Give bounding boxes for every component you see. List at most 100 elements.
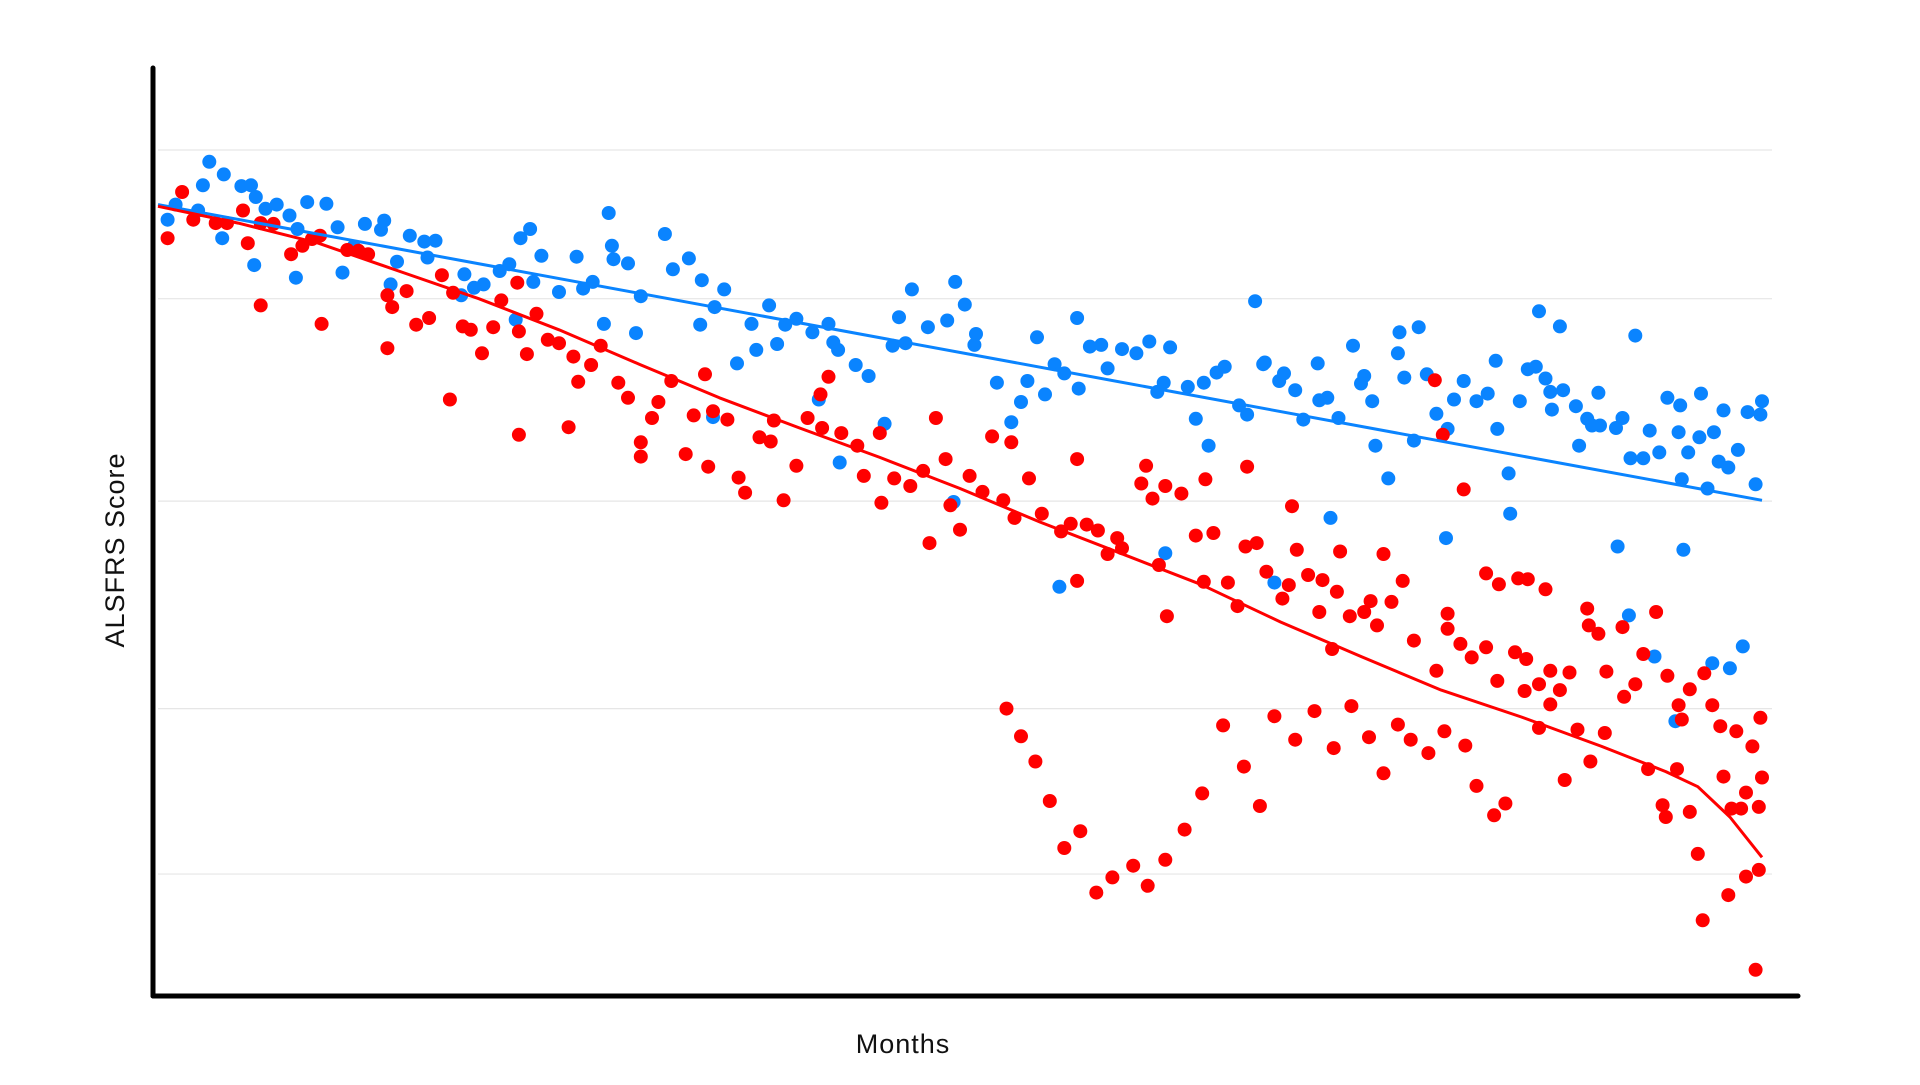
data-point [511, 324, 526, 339]
data-point [989, 375, 1004, 390]
data-point [494, 293, 509, 308]
data-point [1617, 689, 1632, 704]
data-point [1562, 665, 1577, 680]
data-point [202, 154, 217, 169]
data-point [1326, 741, 1341, 756]
data-point [160, 212, 175, 227]
data-point [1538, 582, 1553, 597]
data-point [508, 312, 523, 327]
data-point [596, 316, 611, 331]
data-point [1722, 661, 1737, 676]
data-point [1188, 528, 1203, 543]
data-point [789, 458, 804, 473]
data-point [1512, 394, 1527, 409]
data-point [731, 470, 746, 485]
data-point [621, 256, 635, 271]
data-point [1142, 334, 1157, 349]
data-point [1249, 536, 1264, 551]
data-point [1674, 712, 1689, 727]
data-point [1682, 682, 1697, 697]
data-point [1240, 459, 1255, 474]
data-point [920, 320, 935, 335]
data-point [1145, 491, 1160, 506]
data-point [1469, 394, 1484, 409]
data-point [1456, 374, 1471, 388]
data-point [510, 275, 525, 290]
data-point [417, 234, 432, 249]
data-point [540, 332, 555, 347]
data-point [1652, 445, 1667, 460]
data-point [645, 411, 659, 425]
data-point [269, 197, 284, 212]
data-point [1285, 499, 1299, 514]
data-point [1671, 698, 1686, 713]
data-point [706, 404, 720, 419]
data-point [1357, 369, 1372, 383]
data-point [1158, 852, 1173, 867]
data-point [1320, 390, 1335, 405]
data-point [1323, 510, 1338, 525]
data-point [1488, 353, 1503, 368]
data-point [953, 522, 967, 537]
data-point [1201, 438, 1216, 453]
data-point [962, 468, 977, 483]
data-point [1642, 423, 1657, 438]
data-point [1674, 472, 1689, 487]
data-point [1362, 730, 1376, 745]
data-point [1435, 427, 1450, 442]
data-point [1220, 575, 1235, 590]
data-point [1070, 573, 1085, 588]
data-point [571, 374, 586, 389]
data-point [511, 427, 526, 442]
data-point [1094, 337, 1109, 352]
data-point [1206, 526, 1221, 540]
data-point [815, 421, 830, 435]
data-point [1289, 542, 1304, 557]
data-point [1456, 482, 1471, 497]
data-point [1581, 618, 1596, 633]
data-point [1376, 766, 1391, 781]
data-point [1660, 390, 1675, 405]
data-point [1057, 841, 1072, 855]
data-point [422, 311, 437, 325]
data-point [1628, 328, 1643, 343]
data-point [1288, 383, 1303, 398]
data-point [1453, 636, 1468, 651]
data-point [1281, 578, 1296, 593]
data-point [1543, 697, 1558, 712]
data-point [1740, 405, 1755, 420]
data-point [887, 471, 902, 486]
data-point [1252, 799, 1267, 813]
data-point [1042, 794, 1057, 808]
data-point [1682, 804, 1697, 819]
y-axis-title: ALSFRS Score [100, 452, 130, 647]
data-point [800, 411, 815, 425]
data-point [762, 298, 777, 313]
data-point [1751, 862, 1766, 877]
data-point [1511, 571, 1526, 586]
data-point [834, 426, 849, 441]
data-point [813, 387, 828, 402]
data-point [1140, 878, 1155, 893]
data-point [1159, 609, 1174, 624]
data-point [561, 420, 576, 435]
data-point [380, 341, 395, 356]
data-point [1174, 486, 1189, 501]
data-point [1240, 407, 1255, 422]
data-point [832, 455, 847, 470]
data-point [457, 267, 472, 282]
data-point [1370, 618, 1384, 633]
data-point [1721, 888, 1736, 903]
data-point [1259, 564, 1274, 579]
data-point [1158, 546, 1173, 561]
data-point [1544, 402, 1559, 417]
data-point [519, 347, 534, 362]
data-point [1552, 319, 1567, 334]
data-point [969, 327, 983, 341]
data-point [686, 408, 701, 423]
data-point [1071, 381, 1086, 396]
data-point [1329, 584, 1344, 599]
data-point [1705, 656, 1720, 671]
data-point [1458, 738, 1473, 753]
